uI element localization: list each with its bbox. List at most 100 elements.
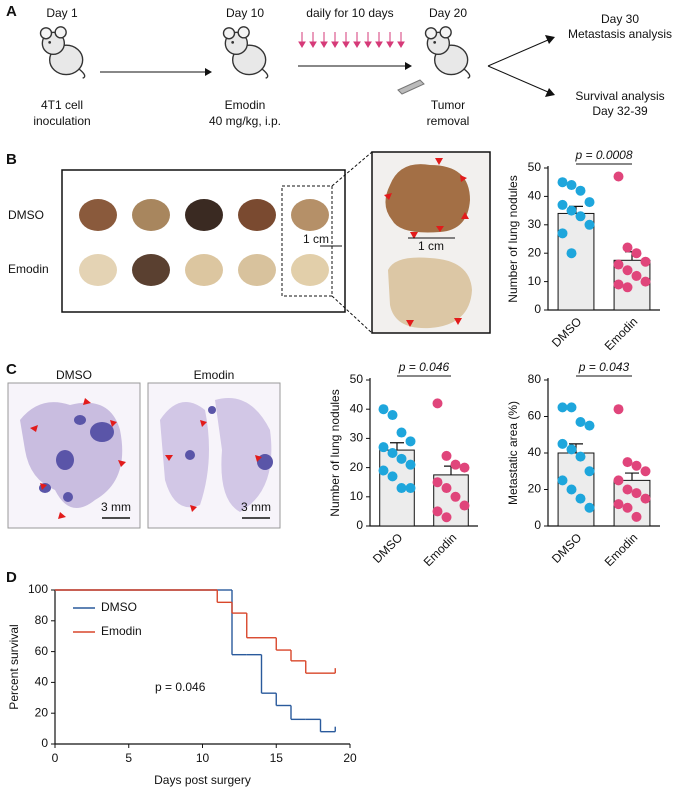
data-point: [441, 450, 452, 461]
y-tick-label: 60: [528, 409, 542, 423]
label: Day 32-39: [592, 104, 648, 118]
y-tick-label: 40: [35, 675, 49, 689]
x-tick-label: 20: [343, 751, 357, 765]
y-tick-label: 40: [528, 189, 542, 203]
tissue: [160, 402, 209, 508]
data-point: [584, 219, 595, 230]
dose-arrow-head: [364, 41, 372, 48]
data-point: [631, 460, 642, 471]
label: Day 1: [46, 6, 78, 20]
x-tick-label: DMSO: [549, 314, 584, 349]
data-point: [432, 398, 443, 409]
data-point: [557, 228, 568, 239]
data-point: [584, 420, 595, 431]
x-tick-label: Emodin: [602, 530, 641, 569]
data-point: [441, 483, 452, 494]
label: inoculation: [33, 114, 90, 128]
data-point: [566, 484, 577, 495]
data-point: [450, 459, 461, 470]
histology-title: Emodin: [194, 368, 235, 382]
data-point: [575, 451, 586, 462]
y-tick-label: 0: [534, 518, 541, 532]
p-value: p = 0.046: [155, 680, 206, 694]
lung: [185, 254, 223, 286]
x-tick-label: DMSO: [549, 530, 584, 565]
label: 40 mg/kg, i.p.: [209, 114, 281, 128]
dose-arrow-head: [320, 41, 328, 48]
dose-arrow-head: [342, 41, 350, 48]
data-point: [459, 500, 470, 511]
p-value: p = 0.046: [398, 360, 450, 374]
label: Emodin: [225, 98, 266, 112]
panel-label: C: [6, 361, 17, 378]
lung: [132, 254, 170, 286]
data-point: [584, 466, 595, 477]
zoom-line: [331, 151, 373, 187]
lung: [185, 199, 223, 231]
y-tick-label: 50: [350, 372, 364, 386]
data-point: [378, 442, 389, 453]
data-point: [450, 491, 461, 502]
y-axis-label: Percent survival: [7, 624, 21, 709]
y-tick-label: 40: [350, 401, 364, 415]
scale-label: 1 cm: [303, 232, 329, 246]
arrow-head: [405, 62, 412, 70]
arrow-head: [545, 88, 555, 97]
y-axis-label: Number of lung nodules: [506, 175, 520, 302]
y-axis-label: Number of lung nodules: [328, 389, 342, 516]
error-bar: [390, 442, 404, 451]
data-point: [387, 448, 398, 458]
data-point: [566, 444, 577, 455]
data-point: [566, 402, 577, 413]
data-point: [378, 404, 389, 415]
dose-arrow-head: [375, 41, 383, 48]
x-tick-label: DMSO: [370, 530, 405, 565]
data-point: [405, 483, 416, 494]
y-tick-label: 20: [350, 460, 364, 474]
x-tick-label: 0: [52, 751, 59, 765]
data-point: [584, 502, 595, 513]
x-tick-label: 15: [270, 751, 284, 765]
label: Day 30: [601, 12, 639, 26]
data-point: [613, 499, 624, 510]
panel-label: D: [6, 569, 17, 586]
arrow: [487, 65, 549, 93]
data-point: [566, 180, 577, 191]
legend-label: Emodin: [101, 624, 142, 638]
data-point: [396, 483, 407, 494]
x-axis-label: Days post surgery: [154, 773, 251, 787]
y-tick-label: 100: [28, 582, 48, 596]
data-point: [557, 177, 568, 188]
lung: [291, 199, 329, 231]
data-point: [631, 270, 642, 281]
lung-zoom: [385, 164, 470, 233]
data-point: [432, 506, 443, 517]
data-point: [622, 242, 633, 253]
data-point: [396, 427, 407, 438]
dose-arrow-head: [298, 41, 306, 48]
data-point: [584, 197, 595, 208]
data-point: [622, 282, 633, 293]
data-point: [387, 410, 398, 421]
label: Tumor: [431, 98, 465, 112]
y-tick-label: 80: [35, 613, 49, 627]
mouse-icon: [222, 26, 269, 79]
data-point: [631, 488, 642, 499]
data-point: [432, 477, 443, 488]
y-tick-label: 60: [35, 644, 49, 658]
scale-label: 1 cm: [418, 239, 444, 253]
lung: [291, 254, 329, 286]
photo-frame: [61, 169, 346, 313]
dose-arrow-head: [386, 41, 394, 48]
data-point: [640, 276, 651, 287]
data-point: [566, 248, 577, 259]
dose-arrow-head: [397, 41, 405, 48]
mouse-icon: [424, 26, 471, 79]
data-point: [396, 453, 407, 464]
nodule-markers: [384, 158, 469, 327]
data-point: [405, 436, 416, 447]
y-tick-label: 0: [356, 518, 363, 532]
error-bar: [625, 472, 639, 481]
dose-arrow-head: [309, 41, 317, 48]
